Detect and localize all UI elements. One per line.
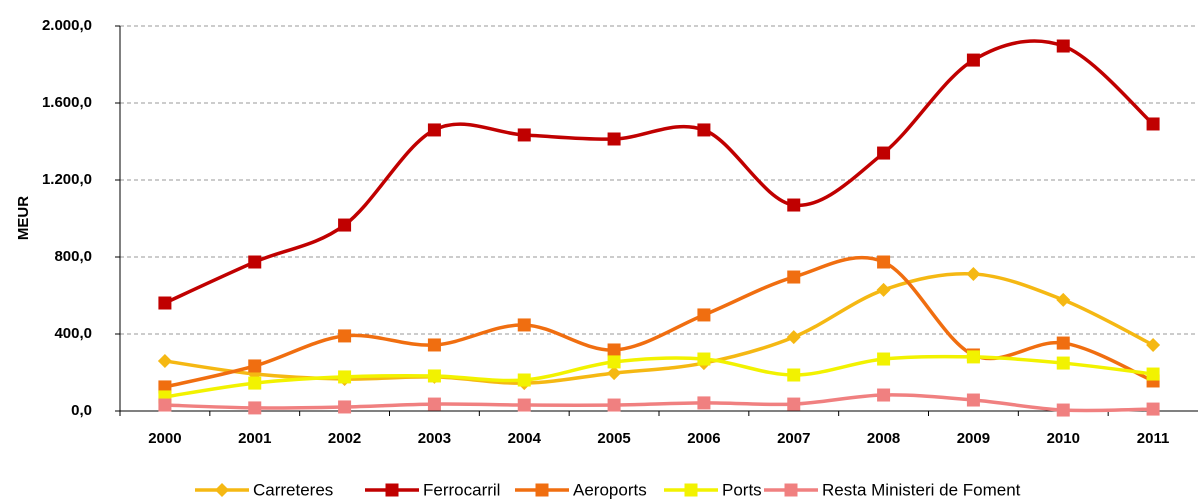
y-tick-label: 0,0 bbox=[71, 402, 92, 419]
marker bbox=[1056, 336, 1070, 350]
marker bbox=[784, 483, 798, 497]
marker bbox=[427, 397, 441, 411]
marker bbox=[966, 350, 980, 364]
marker bbox=[158, 398, 172, 412]
marker bbox=[877, 146, 891, 160]
marker bbox=[1056, 292, 1071, 307]
marker bbox=[157, 353, 172, 368]
marker bbox=[427, 369, 441, 383]
legend-label: Aeroports bbox=[573, 480, 647, 499]
legend-label: Resta Ministeri de Foment bbox=[822, 480, 1021, 499]
x-tick-label: 2001 bbox=[238, 430, 271, 447]
marker bbox=[248, 376, 262, 390]
marker bbox=[877, 255, 891, 269]
legend-label: Ferrocarril bbox=[423, 480, 500, 499]
x-tick-label: 2006 bbox=[687, 430, 720, 447]
marker bbox=[684, 483, 698, 497]
marker bbox=[427, 123, 441, 137]
marker bbox=[338, 400, 352, 414]
y-tick-label: 400,0 bbox=[54, 325, 92, 342]
marker bbox=[1056, 356, 1070, 370]
marker bbox=[877, 388, 891, 402]
x-tick-label: 2008 bbox=[867, 430, 900, 447]
marker bbox=[607, 355, 621, 369]
marker bbox=[338, 218, 352, 232]
marker bbox=[787, 270, 801, 284]
marker bbox=[1056, 403, 1070, 417]
marker bbox=[1056, 39, 1070, 53]
marker bbox=[966, 393, 980, 407]
marker bbox=[1146, 337, 1161, 352]
marker bbox=[697, 352, 711, 366]
marker bbox=[535, 483, 549, 497]
y-axis-label: MEUR bbox=[15, 196, 32, 240]
marker bbox=[338, 370, 352, 384]
y-tick-label: 2.000,0 bbox=[42, 17, 92, 34]
y-tick-label: 800,0 bbox=[54, 248, 92, 265]
marker bbox=[517, 373, 531, 387]
x-tick-label: 2002 bbox=[328, 430, 361, 447]
marker bbox=[248, 255, 262, 269]
line bbox=[164, 271, 1154, 385]
marker bbox=[338, 329, 352, 343]
marker bbox=[786, 330, 801, 345]
marker bbox=[158, 380, 172, 394]
marker bbox=[517, 318, 531, 332]
legend-label: Ports bbox=[722, 480, 762, 499]
marker bbox=[787, 368, 801, 382]
marker bbox=[248, 359, 262, 373]
marker bbox=[607, 132, 621, 146]
marker bbox=[517, 128, 531, 142]
x-tick-label: 2010 bbox=[1047, 430, 1080, 447]
y-tick-label: 1.600,0 bbox=[42, 94, 92, 111]
x-tick-label: 2004 bbox=[508, 430, 542, 447]
line bbox=[164, 393, 1154, 413]
x-tick-label: 2007 bbox=[777, 430, 810, 447]
marker bbox=[607, 398, 621, 412]
marker bbox=[427, 338, 441, 352]
marker bbox=[787, 397, 801, 411]
marker bbox=[248, 401, 262, 415]
marker bbox=[876, 282, 891, 297]
marker bbox=[1146, 117, 1160, 131]
marker bbox=[697, 396, 711, 410]
x-tick-label: 2005 bbox=[597, 430, 630, 447]
marker bbox=[1146, 367, 1160, 381]
legend-label: Carreteres bbox=[253, 480, 333, 499]
marker bbox=[607, 343, 621, 357]
marker bbox=[877, 352, 891, 366]
x-tick-label: 2011 bbox=[1137, 430, 1170, 447]
marker bbox=[697, 308, 711, 322]
marker bbox=[787, 198, 801, 212]
marker bbox=[1146, 402, 1160, 416]
marker bbox=[966, 53, 980, 67]
x-tick-label: 2000 bbox=[148, 430, 181, 447]
marker bbox=[966, 266, 981, 281]
marker bbox=[607, 366, 622, 381]
x-tick-label: 2003 bbox=[418, 430, 451, 447]
line bbox=[164, 354, 1154, 399]
marker bbox=[385, 483, 399, 497]
line bbox=[164, 39, 1155, 305]
marker bbox=[215, 483, 229, 497]
marker bbox=[697, 123, 711, 137]
marker bbox=[158, 296, 172, 310]
x-tick-label: 2009 bbox=[957, 430, 990, 447]
y-tick-label: 1.200,0 bbox=[42, 171, 92, 188]
marker bbox=[517, 398, 531, 412]
